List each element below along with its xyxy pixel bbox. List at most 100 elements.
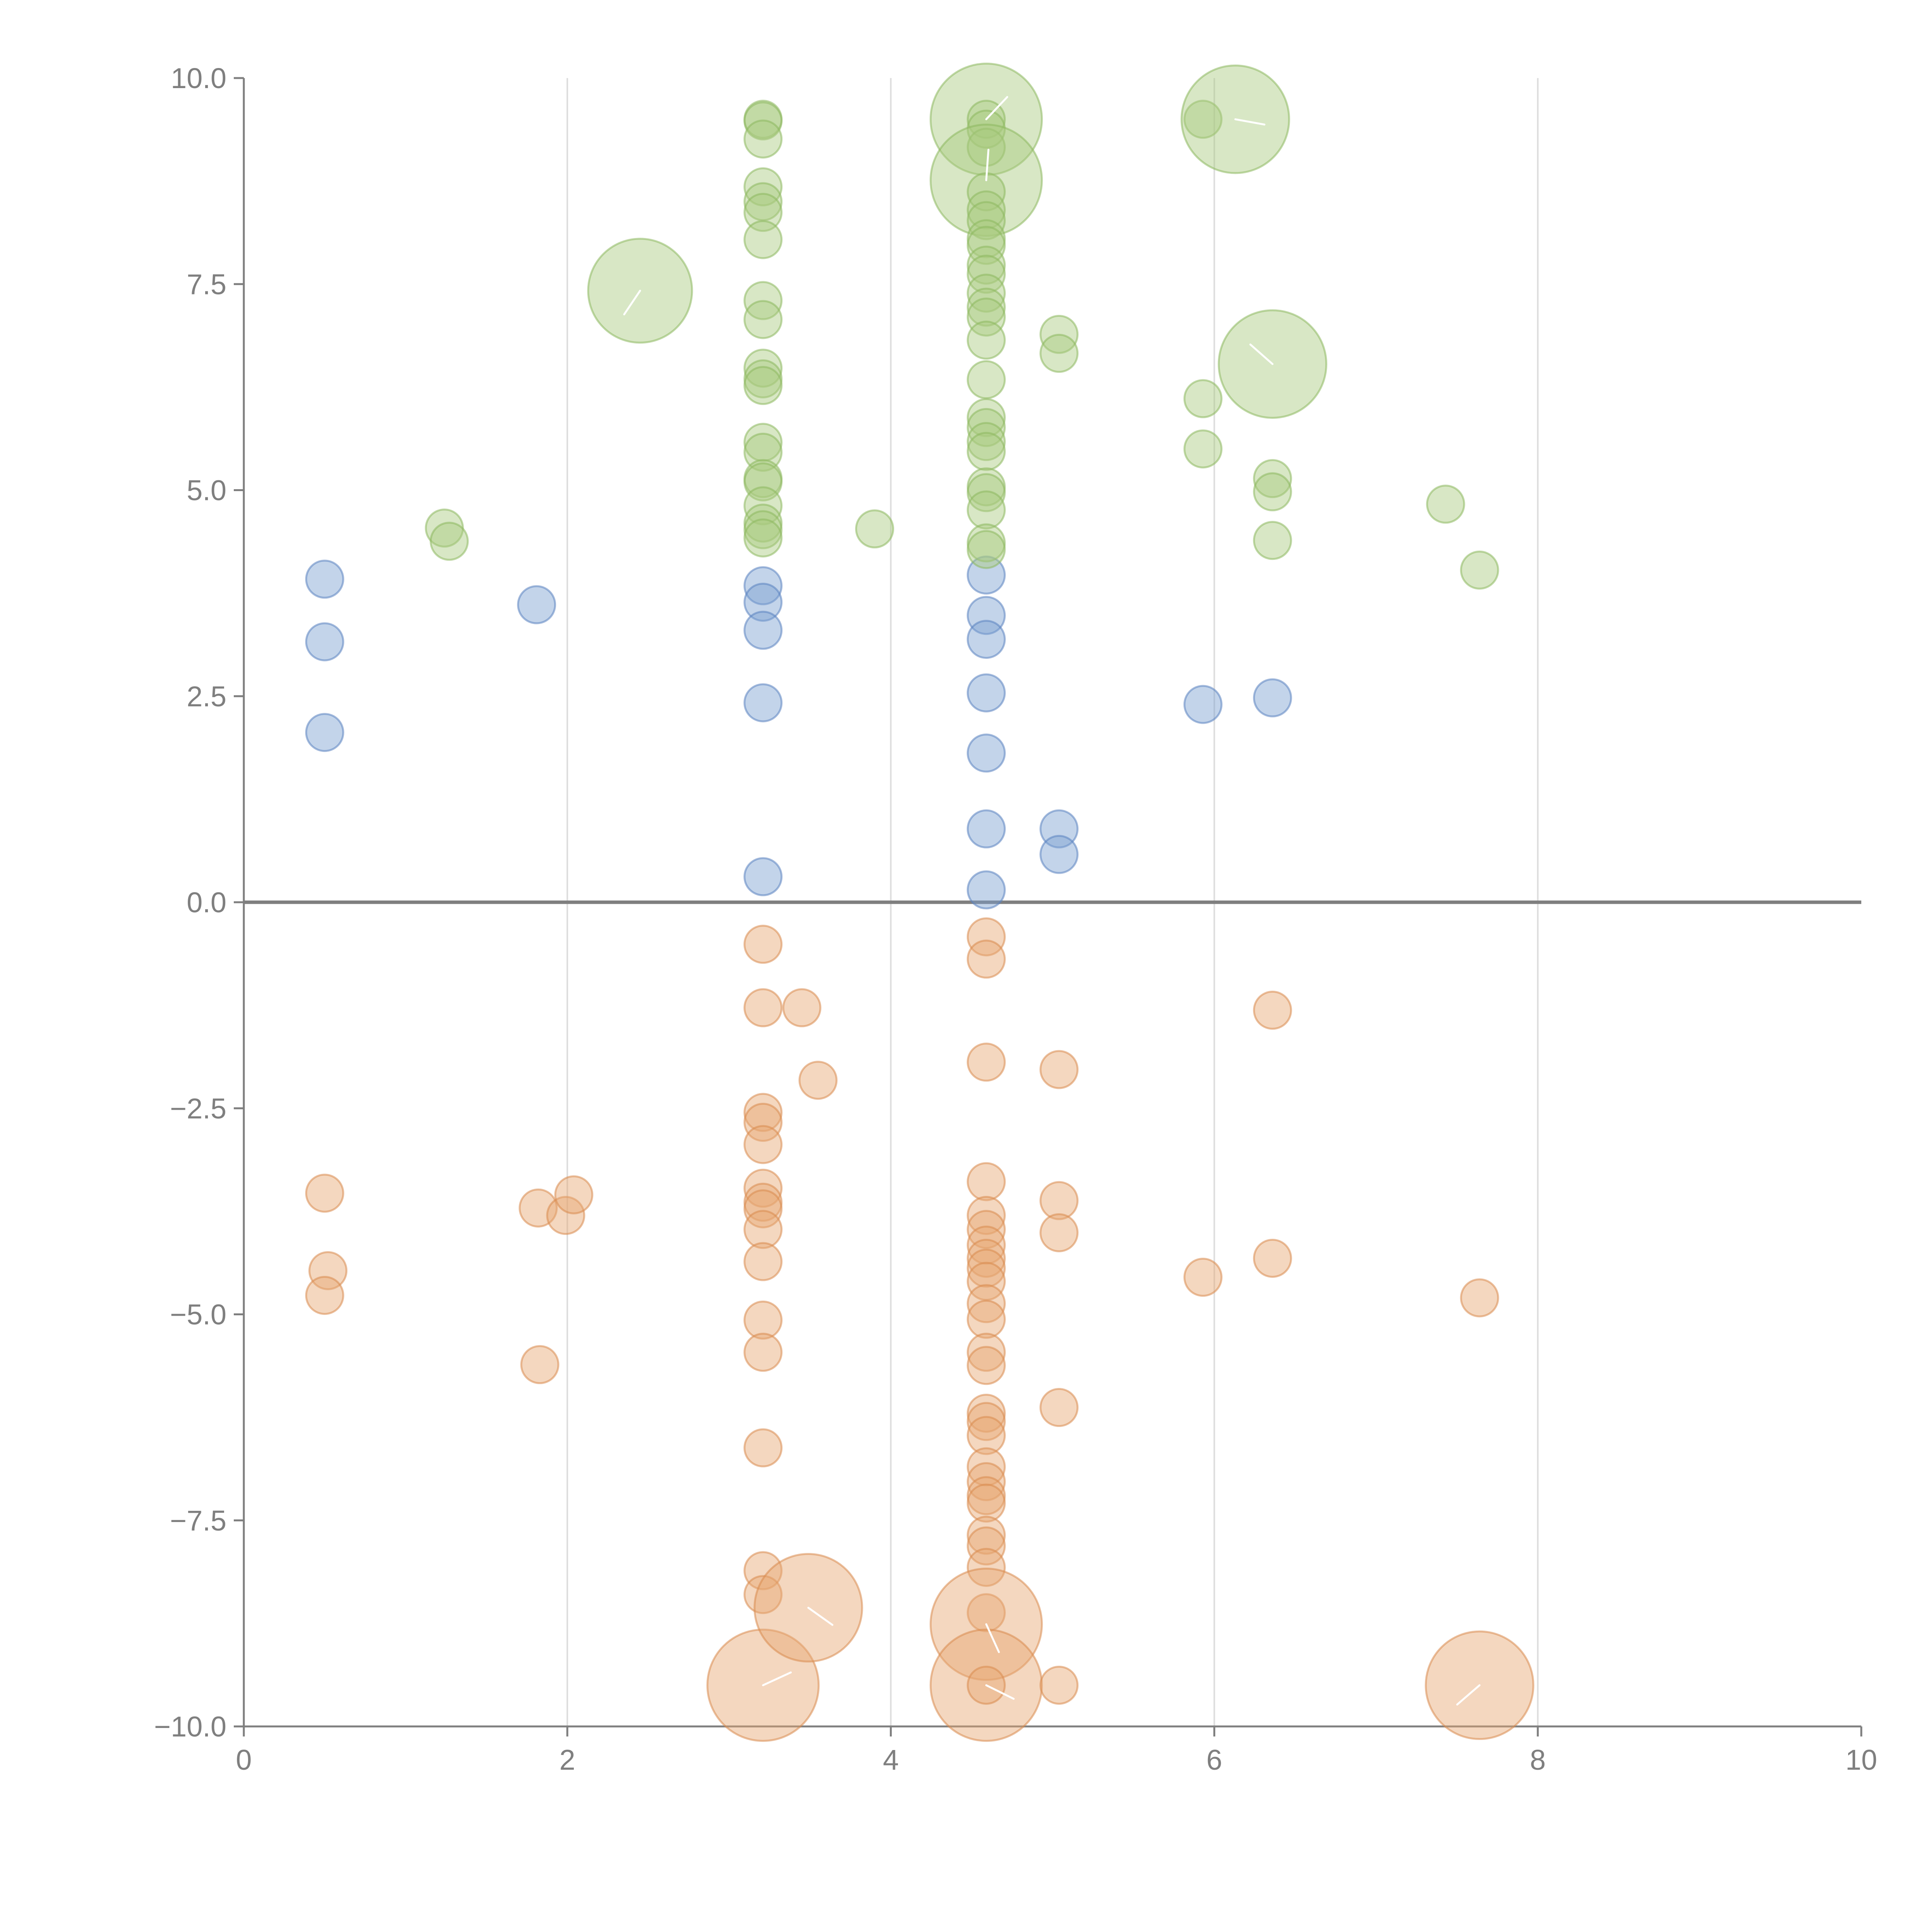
- y-tick-label: 0.0: [187, 886, 226, 918]
- blue-data-point: [743, 566, 783, 605]
- orange-data-point: [966, 1238, 1006, 1278]
- orange-data-point: [520, 1345, 560, 1384]
- green-data-point: [966, 432, 1006, 471]
- y-tick-label: −2.5: [170, 1092, 226, 1124]
- orange-data-point: [966, 1526, 1006, 1566]
- green-data-point: [1183, 429, 1223, 469]
- orange-data-point: [966, 1346, 1006, 1385]
- bubble-highlight-mark: [985, 1623, 1000, 1653]
- blue-data-point: [966, 809, 1006, 849]
- orange-data-point: [305, 1276, 344, 1315]
- orange-data-point: [966, 1593, 1006, 1633]
- orange-data-point: [966, 939, 1006, 979]
- blue-data-point: [1253, 678, 1292, 718]
- orange-data-point: [1039, 1665, 1079, 1705]
- bubble-highlight-mark: [985, 1684, 1015, 1700]
- orange-data-point: [743, 988, 783, 1027]
- orange-data-point: [966, 1210, 1006, 1249]
- green-data-point: [743, 486, 783, 526]
- green-data-point: [743, 510, 783, 549]
- orange-data-point: [1253, 990, 1292, 1030]
- orange-data-point: [743, 1300, 783, 1340]
- orange-data-point: [743, 1242, 783, 1281]
- green-data-point: [966, 226, 1006, 265]
- green-data-point: [966, 473, 1006, 512]
- green-data-point: [743, 518, 783, 558]
- green-data-point: [966, 190, 1006, 230]
- green-data-point: [1183, 100, 1223, 139]
- green-data-point: [966, 287, 1006, 327]
- green-data-point: [966, 274, 1006, 313]
- orange-data-point: [743, 1103, 783, 1142]
- bubble-highlight-mark: [985, 148, 990, 181]
- x-tick-label: 8: [1530, 1744, 1546, 1776]
- green-data-point: [1426, 485, 1465, 524]
- orange-data-point: [743, 925, 783, 964]
- green-data-point: [743, 119, 783, 159]
- orange-data-point: [743, 1428, 783, 1468]
- orange-data-point: [308, 1251, 348, 1290]
- green-data-point: [1253, 472, 1292, 512]
- blue-data-point: [743, 611, 783, 650]
- orange-data-point: [554, 1175, 594, 1214]
- orange-data-point: [966, 1416, 1006, 1455]
- axes: [234, 77, 1862, 1736]
- highlight-marks: [623, 96, 1481, 1706]
- y-tick-label: −7.5: [170, 1505, 226, 1537]
- green-data-point: [855, 509, 895, 549]
- x-tick-label: 10: [1845, 1744, 1877, 1776]
- x-tick-label: 4: [883, 1744, 899, 1776]
- blue-data-point: [305, 622, 344, 662]
- y-tick-label: 10.0: [171, 62, 226, 94]
- green-data-point: [743, 366, 783, 405]
- bubble-highlight-mark: [985, 96, 1009, 121]
- green-data-point: [966, 422, 1006, 461]
- orange-data-point: [1039, 1213, 1079, 1252]
- orange-data-point: [966, 1333, 1006, 1372]
- orange-data-point: [1039, 1050, 1079, 1089]
- y-tick-label: 5.0: [187, 474, 226, 507]
- orange-data-point: [1253, 1238, 1292, 1278]
- orange-data-point: [966, 1196, 1006, 1235]
- green-data-point: [966, 245, 1006, 285]
- orange-data-point: [743, 1189, 783, 1228]
- bubble-highlight-mark: [1249, 344, 1274, 365]
- green-data-point: [966, 128, 1006, 167]
- orange-data-point: [966, 1393, 1006, 1433]
- orange-data-point: [966, 1043, 1006, 1082]
- blue-data-point: [966, 620, 1006, 659]
- green-data-point: [1039, 333, 1079, 373]
- green-data-point: [966, 530, 1006, 569]
- green-data-point: [743, 300, 783, 339]
- green-data-point: [743, 220, 783, 259]
- green-data-point: [743, 462, 783, 502]
- y-tick-label: 7.5: [187, 268, 226, 300]
- orange-data-point: [782, 988, 821, 1027]
- y-tick-label: −10.0: [154, 1711, 226, 1743]
- y-tick-label: −5.0: [170, 1299, 226, 1331]
- orange-data-point: [966, 1515, 1006, 1555]
- orange-data-point: [743, 1551, 783, 1590]
- orange-data-point: [305, 1173, 344, 1213]
- green-data-point: [430, 522, 469, 561]
- orange-data-point: [966, 1548, 1006, 1587]
- green-data-point: [966, 360, 1006, 400]
- orange-data-point: [1460, 1278, 1499, 1318]
- green-data-point: [1253, 459, 1292, 498]
- orange-data-point: [743, 1093, 783, 1132]
- orange-data-point: [966, 1299, 1006, 1339]
- orange-data-point: [743, 1333, 783, 1372]
- bubble-highlight-mark: [1234, 118, 1265, 126]
- blue-data-point: [743, 583, 783, 622]
- x-tick-label: 0: [236, 1744, 252, 1776]
- x-tick-label: 2: [560, 1744, 575, 1776]
- orange-data-point: [966, 1483, 1006, 1523]
- green-data-point: [966, 298, 1006, 337]
- blue-data-point: [517, 585, 556, 624]
- green-data-point: [966, 490, 1006, 530]
- bubble-highlight-mark: [762, 1671, 792, 1686]
- orange-data-point: [1183, 1258, 1223, 1297]
- blue-data-point: [966, 673, 1006, 713]
- orange-data-point: [966, 1284, 1006, 1323]
